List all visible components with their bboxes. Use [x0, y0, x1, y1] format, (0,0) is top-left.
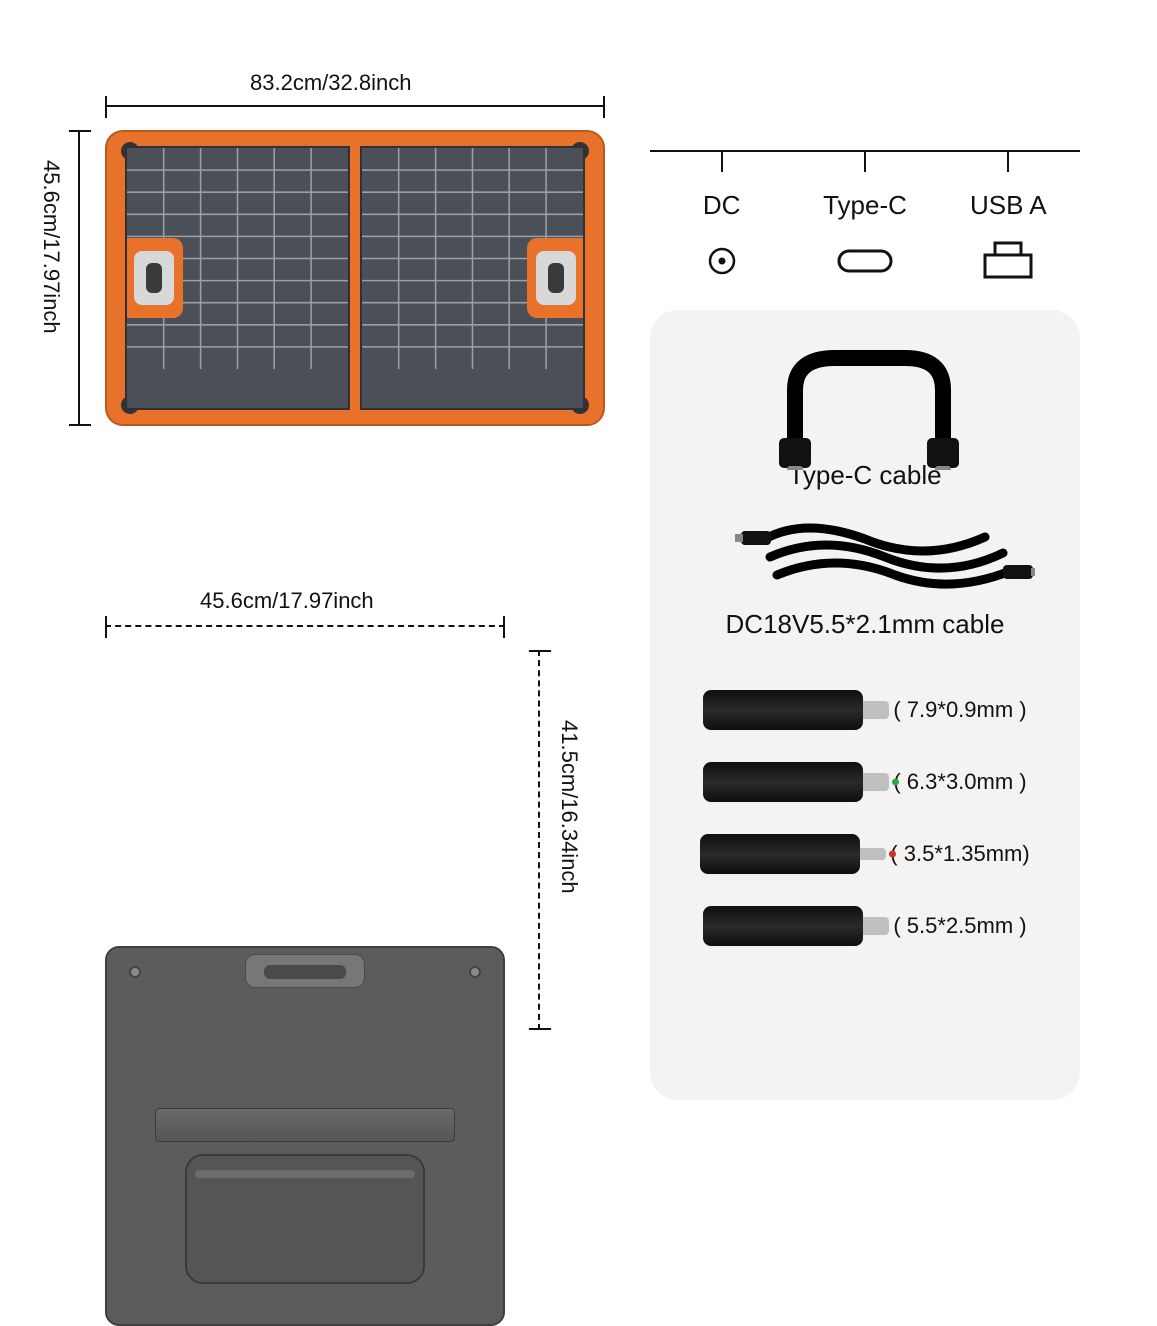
open-panel-height-label: 45.6cm/17.97inch [38, 160, 64, 334]
port-type-c: Type-C [793, 152, 936, 283]
port-label: Type-C [823, 190, 907, 221]
dc-cable-icon [735, 509, 995, 599]
solar-panel-open [105, 130, 605, 426]
accessory-pouch-icon [185, 1154, 425, 1284]
dc-adapter-icon [700, 834, 860, 874]
dc-adapter-icon [703, 690, 863, 730]
solar-cell-left [125, 146, 350, 410]
grommet-icon [129, 966, 141, 978]
dc-adapter-icon [703, 906, 863, 946]
solar-cell-right [360, 146, 585, 410]
port-dc: DC [650, 152, 793, 283]
adapter-row: ( 3.5*1.35mm) [674, 834, 1056, 874]
adapter-row: ( 5.5*2.5mm ) [674, 906, 1056, 946]
solar-panel-folded [105, 946, 505, 1326]
port-usb-a: USB A [937, 152, 1080, 283]
adapter-row: ( 7.9*0.9mm ) [674, 690, 1056, 730]
adapter-size: ( 5.5*2.5mm ) [893, 913, 1026, 939]
adapter-size: ( 6.3*3.0mm ) [893, 769, 1026, 795]
accessories-card: Type-C cable DC18V5.5*2.1mm cable ( 7.9*… [650, 310, 1080, 1100]
folded-handle-icon [245, 954, 365, 988]
folded-height-label: 41.5cm/16.34inch [556, 720, 582, 894]
open-panel-width-label: 83.2cm/32.8inch [250, 70, 411, 96]
folded-width-label: 45.6cm/17.97inch [200, 588, 374, 614]
handle-right-icon [527, 238, 585, 318]
kickstand-icon [155, 1108, 455, 1142]
adapter-size: ( 7.9*0.9mm ) [893, 697, 1026, 723]
adapter-size: ( 3.5*1.35mm) [890, 841, 1029, 867]
cable-label: DC18V5.5*2.1mm cable [726, 609, 1005, 640]
output-ports: DC Type-C USB A [650, 150, 1080, 283]
folded-width-bar [105, 625, 505, 627]
type-c-cable-icon [735, 340, 995, 450]
grommet-icon [469, 966, 481, 978]
open-panel-height-bar [78, 130, 80, 426]
open-panel-width-bar [105, 105, 605, 107]
folded-height-bar [538, 650, 540, 1030]
adapter-row: ( 6.3*3.0mm ) [674, 762, 1056, 802]
port-label: DC [703, 190, 741, 221]
dc-adapter-icon [703, 762, 863, 802]
port-label: USB A [970, 190, 1047, 221]
handle-left-icon [125, 238, 183, 318]
type-c-icon [835, 239, 895, 283]
dc-jack-icon [692, 239, 752, 283]
usb-a-icon [978, 239, 1038, 283]
